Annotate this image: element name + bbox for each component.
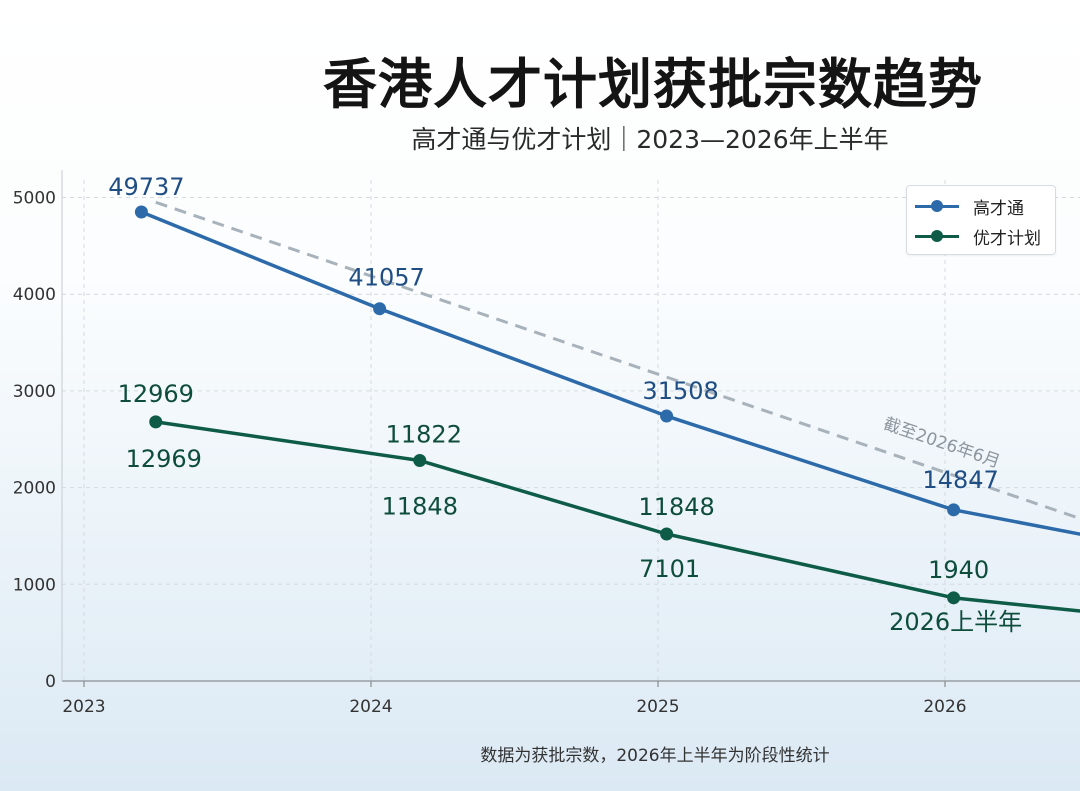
series-bottom-point (947, 591, 961, 605)
legend-item-bottom: 优才计划 (915, 224, 1041, 249)
trend-line (155, 200, 1080, 521)
series-top-point (947, 503, 961, 517)
data-label-bottom-above: 1940 (928, 556, 989, 584)
legend-swatch-top (915, 199, 959, 212)
series-top-point (660, 409, 674, 423)
trend-annotation: 截至2026年6月 (881, 414, 1003, 472)
chart-subtitle: 高才通与优才计划｜2023—2026年上半年 (411, 125, 889, 154)
x-tick-label: 2023 (62, 697, 105, 717)
y-tick-label: 5000 (13, 189, 56, 209)
series-bottom-point (660, 527, 674, 541)
legend-label-top: 高才通 (973, 198, 1024, 219)
data-label-bottom-below: 12969 (126, 445, 202, 473)
legend-label-bottom: 优才计划 (973, 228, 1041, 249)
y-tick-label: 1000 (13, 575, 56, 595)
chart-title: 香港人才计划获批宗数趋势 (323, 53, 983, 116)
chart-legend: 高才通 优才计划 (906, 185, 1056, 255)
x-tick-label: 2024 (349, 697, 392, 717)
chart-footnote: 数据为获批宗数，2026年上半年为阶段性统计 (480, 746, 830, 766)
series-bottom-point (413, 454, 427, 468)
legend-item-top: 高才通 (915, 194, 1024, 219)
data-label-top: 41057 (348, 264, 424, 292)
legend-swatch-bottom (915, 229, 959, 242)
series-top-line (140, 210, 1080, 536)
data-label-bottom-below: 7101 (639, 555, 700, 583)
x-tick-label: 2025 (636, 697, 679, 717)
y-tick-label: 2000 (13, 479, 56, 499)
series-bottom-point (149, 415, 163, 429)
data-label-top: 31508 (642, 377, 718, 405)
y-tick-label: 0 (45, 672, 56, 692)
series-top-point (134, 205, 148, 219)
data-label-bottom-below: 11848 (382, 493, 458, 521)
series-top-point (373, 302, 387, 316)
data-label-bottom-below: 2026上半年 (889, 608, 1022, 636)
data-label-bottom-above: 11822 (386, 421, 462, 449)
data-label-bottom-above: 11848 (638, 493, 714, 521)
y-tick-label: 4000 (13, 285, 56, 305)
y-tick-label: 3000 (13, 382, 56, 402)
x-tick-label: 2026 (923, 697, 966, 717)
data-label-top: 14847 (922, 466, 998, 494)
data-label-top: 49737 (108, 173, 184, 201)
data-label-bottom-above: 12969 (118, 380, 194, 408)
